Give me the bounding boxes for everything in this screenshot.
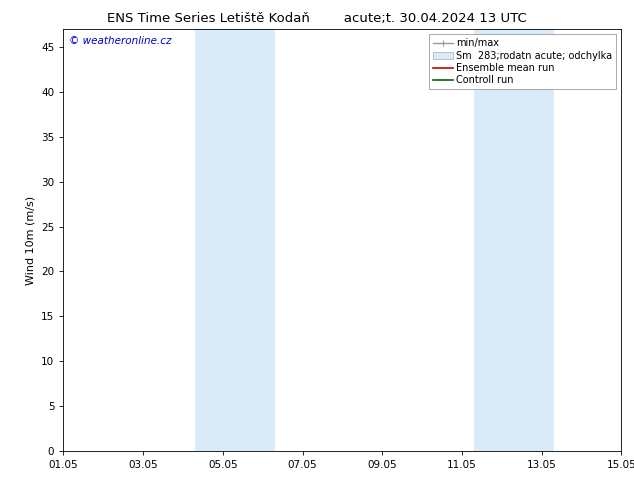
Text: ENS Time Series Letiště Kodaň        acute;t. 30.04.2024 13 UTC: ENS Time Series Letiště Kodaň acute;t. 3… bbox=[107, 12, 527, 25]
Y-axis label: Wind 10m (m/s): Wind 10m (m/s) bbox=[25, 196, 36, 285]
Legend: min/max, Sm  283;rodatn acute; odchylka, Ensemble mean run, Controll run: min/max, Sm 283;rodatn acute; odchylka, … bbox=[429, 34, 616, 89]
Bar bbox=[474, 29, 553, 451]
Text: © weatheronline.cz: © weatheronline.cz bbox=[69, 36, 171, 46]
Bar bbox=[195, 29, 275, 451]
